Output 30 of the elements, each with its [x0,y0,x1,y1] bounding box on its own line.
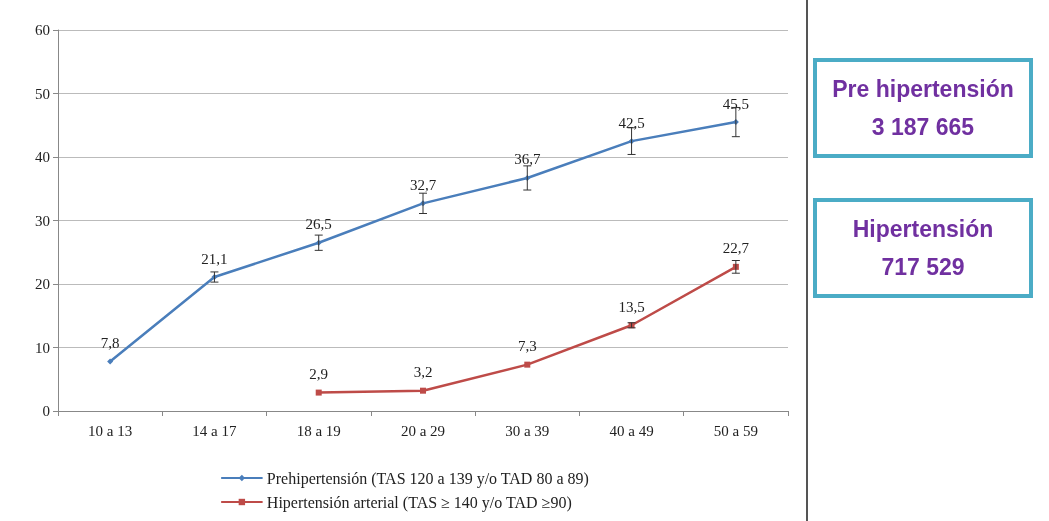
y-tick-label: 30 [35,212,50,229]
legend-label: Prehipertensión (TAS 120 a 139 y/o TAD 80 a 89) [266,469,589,488]
x-tick-label: 10 a 13 [88,422,133,439]
x-tick-label: 40 a 49 [609,422,654,439]
y-tick-label: 40 [35,149,50,165]
data-label: 45,5 [722,95,749,112]
legend-label: Hipertensión arterial (TAS ≥ 140 y/o TAD ≥90) [266,493,572,512]
info-card: Pre hipertensión 3 187 665 [813,58,1033,158]
data-label: 7,3 [517,338,537,355]
y-tick-label: 50 [35,85,50,102]
y-tick-label: 20 [35,276,50,292]
x-tick-label: 18 a 19 [296,422,341,439]
x-tick-label: 14 a 17 [192,422,237,439]
y-tick-label: 10 [35,339,50,356]
data-label: 32,7 [409,176,437,193]
data-label: 13,5 [618,298,645,315]
x-tick-label: 20 a 29 [400,422,446,439]
y-tick-label: 0 [42,403,50,419]
x-tick-label: 50 a 59 [713,422,758,439]
x-tick-label: 30 a 39 [505,422,550,439]
data-label: 42,5 [618,114,645,131]
data-label: 36,7 [514,151,541,168]
data-label: 21,1 [201,250,228,267]
data-label: 7,8 [100,334,120,351]
info-card: Hipertensión 717 529 [813,198,1033,298]
data-label: 3,2 [413,364,433,381]
data-label: 2,9 [309,366,329,383]
data-label: 22,7 [722,240,750,257]
data-label: 26,5 [305,216,332,233]
y-tick-label: 60 [35,22,50,38]
